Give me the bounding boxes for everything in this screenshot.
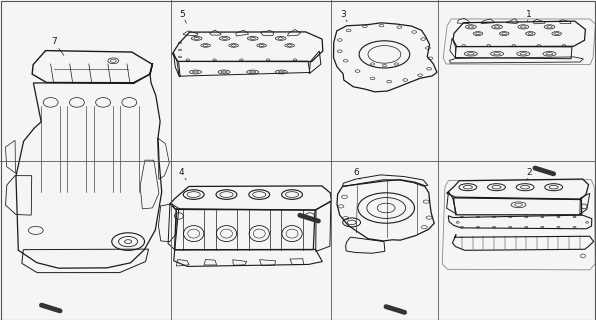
- Text: 3: 3: [340, 10, 346, 19]
- Text: 1: 1: [526, 10, 532, 19]
- Text: 2: 2: [526, 168, 532, 177]
- Text: 4: 4: [179, 168, 185, 177]
- Text: 7: 7: [51, 37, 57, 46]
- Text: 6: 6: [353, 168, 359, 177]
- Text: 5: 5: [179, 10, 185, 19]
